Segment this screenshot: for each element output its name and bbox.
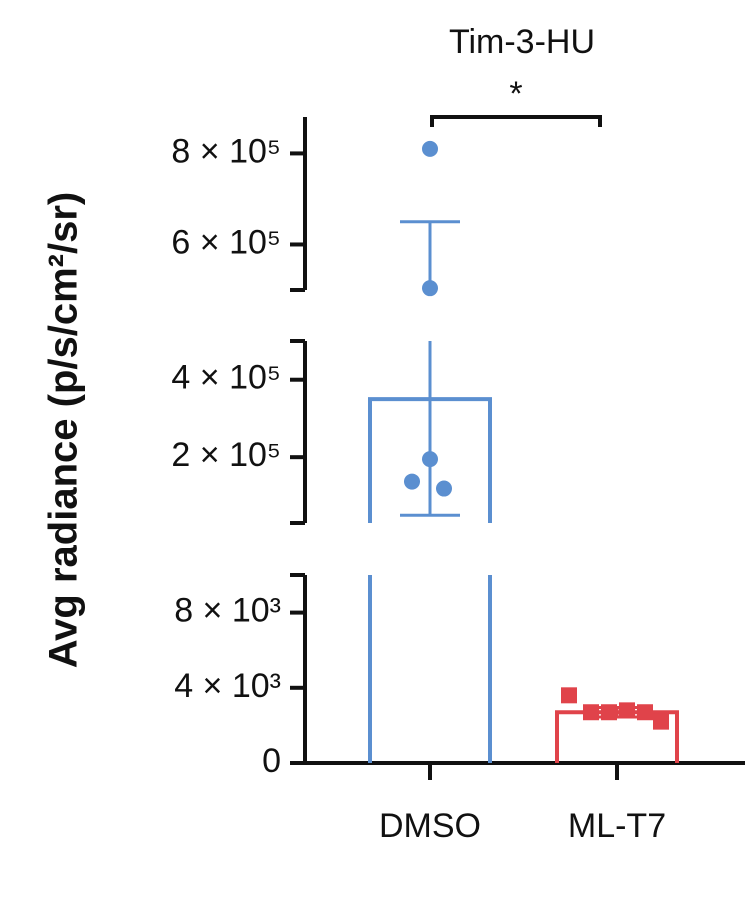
x-tick-label: ML-T7 xyxy=(568,807,666,845)
y-tick-label: 2 × 10⁵ xyxy=(171,436,281,474)
y-tick-label: 8 × 10⁵ xyxy=(171,132,281,170)
data-point xyxy=(601,704,617,721)
data-point xyxy=(422,451,438,468)
data-point xyxy=(404,473,420,490)
bar xyxy=(368,575,492,763)
y-tick-label: 8 × 10³ xyxy=(174,592,281,630)
y-tick-label: 6 × 10⁵ xyxy=(171,223,281,261)
data-point xyxy=(422,140,438,157)
significance-label: * xyxy=(509,75,522,113)
y-tick-label: 0 xyxy=(262,742,281,780)
data-point xyxy=(561,687,577,704)
y-tick-label: 4 × 10³ xyxy=(174,667,281,705)
data-point xyxy=(583,704,599,721)
data-point xyxy=(619,702,635,719)
data-point xyxy=(637,704,653,721)
data-point xyxy=(653,713,669,730)
significance-bracket xyxy=(430,115,602,127)
y-axis-label: Avg radiance (p/s/cm²/sr) xyxy=(42,192,86,668)
data-point xyxy=(436,480,452,497)
chart-title: Tim-3-HU xyxy=(449,23,595,61)
y-tick-label: 4 × 10⁵ xyxy=(171,359,281,397)
data-point xyxy=(422,280,438,297)
x-tick-label: DMSO xyxy=(379,807,481,845)
